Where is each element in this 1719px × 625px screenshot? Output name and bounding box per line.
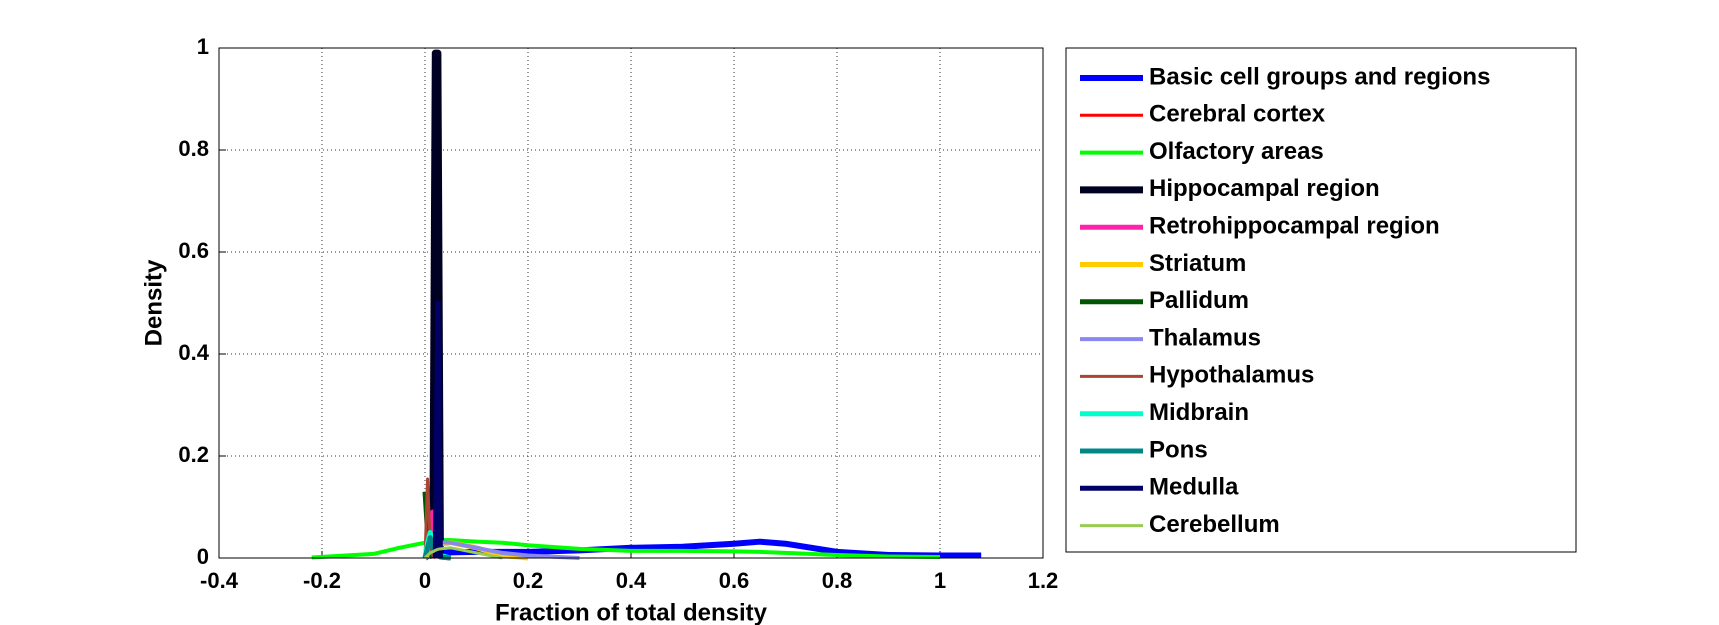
x-tick-label: 0.2 bbox=[513, 568, 544, 593]
x-tick-label: 0.6 bbox=[719, 568, 750, 593]
x-tick-label: -0.4 bbox=[200, 568, 239, 593]
series-line bbox=[423, 546, 503, 560]
x-tick-label: -0.2 bbox=[303, 568, 341, 593]
x-axis-label: Fraction of total density bbox=[495, 599, 768, 625]
y-tick-label: 0.6 bbox=[178, 238, 209, 263]
y-tick-label: 0.8 bbox=[178, 136, 209, 161]
legend-label: Cerebellum bbox=[1149, 511, 1280, 538]
legend-label: Cerebral cortex bbox=[1149, 101, 1326, 128]
axes-frame bbox=[218, 47, 1044, 559]
legend-label: Hypothalamus bbox=[1149, 362, 1314, 389]
legend-label: Olfactory areas bbox=[1149, 138, 1324, 165]
legend-label: Thalamus bbox=[1149, 324, 1261, 351]
legend-label: Pons bbox=[1149, 436, 1208, 463]
y-tick-label: 1 bbox=[197, 34, 209, 59]
legend-label: Midbrain bbox=[1149, 399, 1249, 426]
legend-label: Pallidum bbox=[1149, 287, 1249, 314]
x-tick-label: 0.4 bbox=[616, 568, 647, 593]
x-tick-label: 0 bbox=[419, 568, 431, 593]
x-tick-label: 1.2 bbox=[1028, 568, 1059, 593]
y-tick-label: 0 bbox=[197, 544, 209, 569]
y-tick-label: 0.2 bbox=[178, 442, 209, 467]
x-tick-label: 0.8 bbox=[822, 568, 853, 593]
legend-box bbox=[1065, 47, 1577, 553]
legend-label: Retrohippocampal region bbox=[1149, 213, 1440, 240]
y-tick-label: 0.4 bbox=[178, 340, 209, 365]
series-line bbox=[432, 300, 443, 559]
legend-label: Hippocampal region bbox=[1149, 175, 1380, 202]
legend-label: Striatum bbox=[1149, 250, 1246, 277]
x-tick-label: 1 bbox=[934, 568, 946, 593]
y-axis-label: Density bbox=[140, 259, 167, 346]
legend-label: Basic cell groups and regions bbox=[1149, 63, 1490, 90]
legend-label: Medulla bbox=[1149, 474, 1239, 501]
